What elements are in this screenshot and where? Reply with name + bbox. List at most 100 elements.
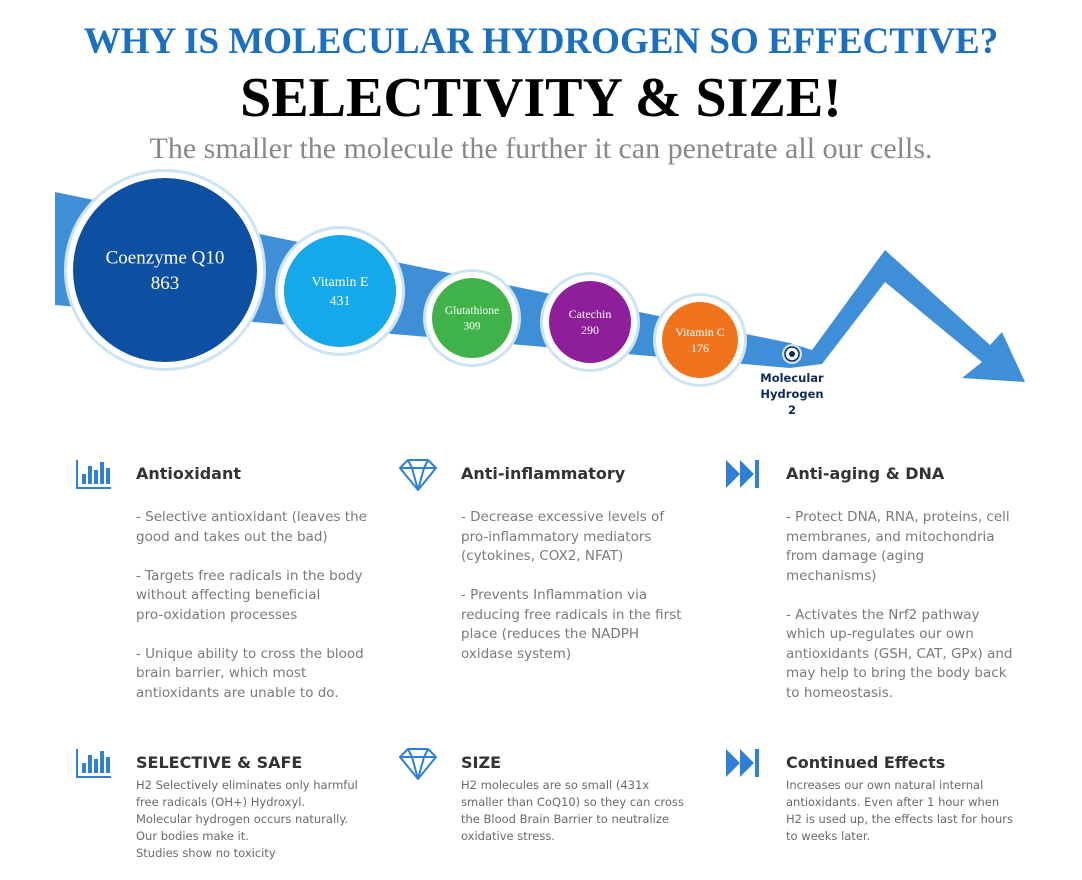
icon-bar	[88, 466, 92, 484]
text-line: Molecular hydrogen occurs naturally.	[136, 812, 349, 826]
text-line: which up-regulates our own	[786, 626, 974, 642]
feature-title: Continued Effects	[786, 753, 946, 772]
text-line: - Prevents Inflammation via	[461, 587, 648, 603]
molecule	[662, 302, 738, 378]
feature-body: Increases our own natural internal antiox…	[786, 777, 1013, 845]
paragraph: - Decrease excessive levels of pro-inflam…	[461, 508, 682, 567]
icon-bar	[94, 759, 98, 773]
text-line: (cytokines, COX2, NFAT)	[461, 548, 624, 564]
molecule-name: Vitamin E	[311, 275, 368, 290]
molecule-weight: 176	[691, 341, 709, 355]
icon-bar	[100, 751, 104, 773]
paragraph: - Selective antioxidant (leaves the good …	[136, 508, 367, 547]
text-line: - Activates the Nrf2 pathway	[786, 606, 980, 623]
title: WHY IS MOLECULAR HYDROGEN SO EFFECTIVE?	[83, 21, 999, 62]
text-line: good and takes out the bad)	[136, 528, 328, 545]
icon-bar	[82, 474, 86, 484]
icon-bar	[94, 470, 98, 484]
text-line: oxidative stress.	[461, 829, 555, 843]
text-line: - Decrease excessive levels of	[461, 509, 665, 525]
icon-axis	[76, 460, 111, 489]
icon-bar	[106, 757, 110, 773]
diamond-icon	[399, 748, 437, 780]
text-line: oxidase system)	[461, 645, 572, 662]
paragraph: - Prevents Inflammation via reducing free…	[461, 586, 682, 664]
icon-bar	[100, 462, 104, 484]
icon-axis	[76, 749, 111, 778]
molecule-core	[789, 351, 795, 357]
feature-body: - Protect DNA, RNA, proteins, cell membra…	[786, 508, 1013, 723]
text-line: antioxidants are unable to do.	[136, 684, 339, 701]
text-line: from damage (aging	[786, 548, 925, 564]
molecule-name: Vitamin C	[675, 325, 725, 339]
molecule-name: Catechin	[569, 307, 612, 321]
molecule	[284, 235, 396, 347]
icon-shape	[399, 459, 437, 491]
headline: SELECTIVITY & SIZE!	[240, 67, 842, 129]
icon-bar	[755, 749, 759, 777]
ff-icon	[726, 749, 759, 777]
text-line: Our bodies make it.	[136, 829, 249, 843]
feature-title: Antioxidant	[136, 464, 241, 483]
text-line: pro-oxidation processes	[136, 606, 298, 623]
text-line: smaller than CoQ10) so they can cross	[461, 795, 684, 809]
molecule	[432, 278, 512, 358]
paragraph: - Targets free radicals in the body witho…	[136, 567, 367, 626]
subtitle: The smaller the molecule the further it …	[149, 132, 933, 165]
text-line: - Targets free radicals in the body	[136, 567, 363, 584]
text-line: pro-inflammatory mediators	[461, 528, 652, 545]
ff-icon	[726, 460, 759, 488]
text-line: H2 is used up, the effects last for hour…	[786, 812, 1013, 826]
feature-body: H2 Selectively eliminates only harmful fr…	[136, 777, 358, 862]
feature-body: - Decrease excessive levels of pro-inflam…	[461, 508, 682, 684]
feature-title: Anti-inflammatory	[461, 464, 626, 483]
text-line: Studies show no toxicity	[136, 846, 276, 860]
paragraph: Increases our own natural internal antiox…	[786, 777, 1013, 845]
icon-bar	[88, 755, 92, 773]
icon-shape	[726, 749, 754, 777]
molecule-name: Glutathione	[445, 305, 499, 317]
text-line: antioxidants (GSH, CAT, GPx) and	[786, 645, 1013, 662]
feature-title: SELECTIVE & SAFE	[136, 753, 303, 772]
text-line: to weeks later.	[786, 829, 871, 843]
text-line: membranes, and mitochondria	[786, 528, 995, 545]
feature-body: - Selective antioxidant (leaves the good …	[136, 508, 367, 723]
molecule-name: Hydrogen	[760, 387, 823, 401]
text-line: place (reduces the NADPH	[461, 626, 640, 642]
paragraph: - Protect DNA, RNA, proteins, cell membra…	[786, 508, 1013, 586]
text-line: the Blood Brain Barrier to neutralize	[461, 812, 669, 826]
paragraph: - Activates the Nrf2 pathway which up-reg…	[786, 606, 1013, 704]
feature-title: SIZE	[461, 753, 502, 772]
text-line: H2 Selectively eliminates only harmful	[136, 778, 358, 792]
paragraph: - Unique ability to cross the blood brain…	[136, 645, 367, 704]
size-diagram: Coenzyme Q10 863 Vitamin E 431 Glutathione 30…	[55, 169, 1025, 417]
molecule-weight: 290	[581, 323, 599, 337]
chart-icon	[76, 460, 111, 489]
molecule-weight: 431	[330, 294, 351, 309]
text-line: free radicals (OH+) Hydroxyl.	[136, 795, 306, 809]
text-line: antioxidants. Even after 1 hour when	[786, 795, 1000, 809]
text-line: reducing free radicals in the first	[461, 606, 682, 623]
text-line: without affecting beneficial	[136, 587, 321, 603]
icon-bar	[82, 763, 86, 773]
molecule-weight: 863	[151, 273, 180, 294]
molecule-weight: 309	[463, 321, 481, 333]
feature-body: H2 molecules are so small (431x smaller t…	[461, 777, 684, 845]
molecule	[73, 178, 257, 362]
icon-shape	[726, 460, 754, 488]
text-line: mechanisms)	[786, 567, 877, 584]
molecule-name: Molecular	[760, 371, 824, 385]
feature-title: Anti-aging & DNA	[786, 464, 945, 483]
paragraph: H2 molecules are so small (431x smaller t…	[461, 777, 684, 845]
text-line: H2 molecules are so small (431x	[461, 778, 650, 792]
text-line: Increases our own natural internal	[786, 778, 984, 792]
icon-bar	[106, 468, 110, 484]
text-line: brain barrier, which most	[136, 665, 307, 681]
text-line: to homeostasis.	[786, 684, 894, 701]
text-line: may help to bring the body back	[786, 665, 1007, 681]
diamond-icon	[399, 459, 437, 491]
molecule-weight: 2	[788, 403, 796, 417]
paragraph: H2 Selectively eliminates only harmful fr…	[136, 777, 358, 862]
icon-bar	[755, 460, 759, 488]
